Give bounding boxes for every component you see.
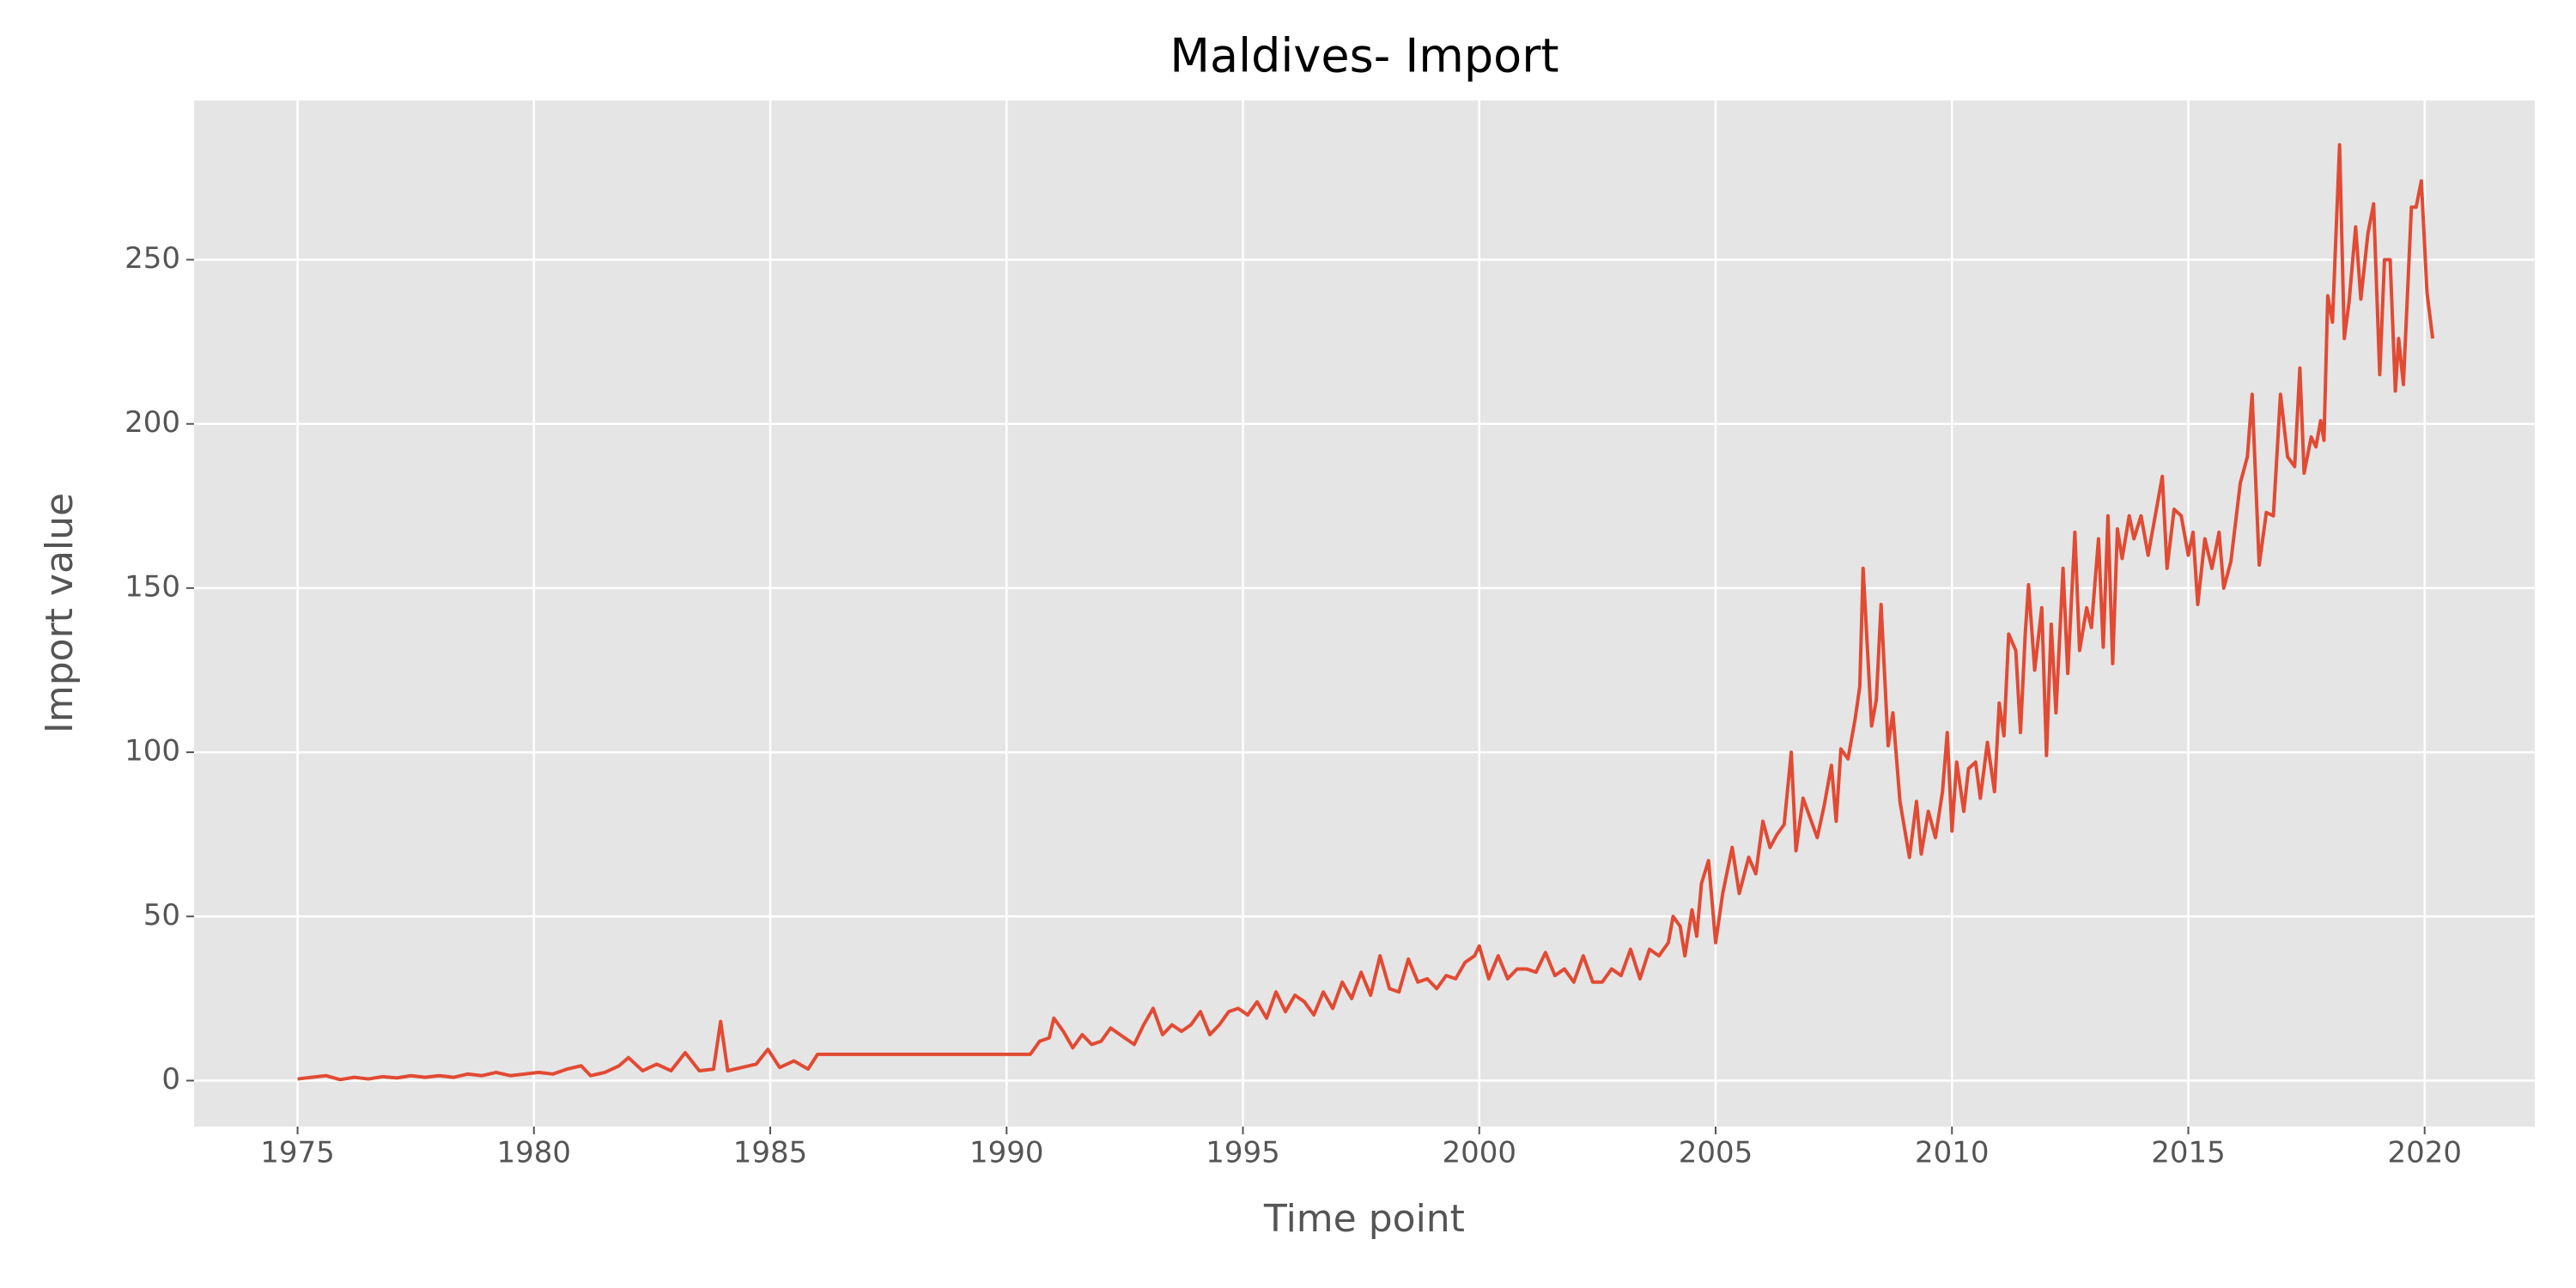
x-tick-label: 2000 [1443, 1136, 1517, 1170]
plot-area [194, 100, 2535, 1127]
y-tick-label: 100 [125, 734, 180, 769]
x-axis-label: Time point [1263, 1197, 1465, 1241]
y-axis-label: Import value [38, 493, 82, 733]
x-tick-label: 2005 [1679, 1136, 1753, 1170]
x-tick-label: 1985 [733, 1136, 808, 1170]
chart-title: Maldives- Import [1170, 29, 1558, 83]
y-tick-label: 200 [125, 405, 180, 440]
x-tick-label: 1995 [1206, 1136, 1280, 1170]
x-tick-label: 1990 [969, 1136, 1044, 1170]
x-tick-label: 2010 [1915, 1136, 1990, 1170]
x-tick-label: 2020 [2387, 1136, 2462, 1170]
x-tick-label: 2015 [2151, 1136, 2226, 1170]
y-tick-label: 150 [125, 569, 180, 604]
x-tick-label: 1975 [260, 1136, 335, 1170]
y-tick-label: 0 [161, 1062, 180, 1097]
y-tick-label: 250 [125, 241, 180, 276]
y-tick-label: 50 [143, 898, 180, 933]
x-tick-label: 1980 [497, 1136, 572, 1170]
data-line [297, 143, 2435, 1082]
